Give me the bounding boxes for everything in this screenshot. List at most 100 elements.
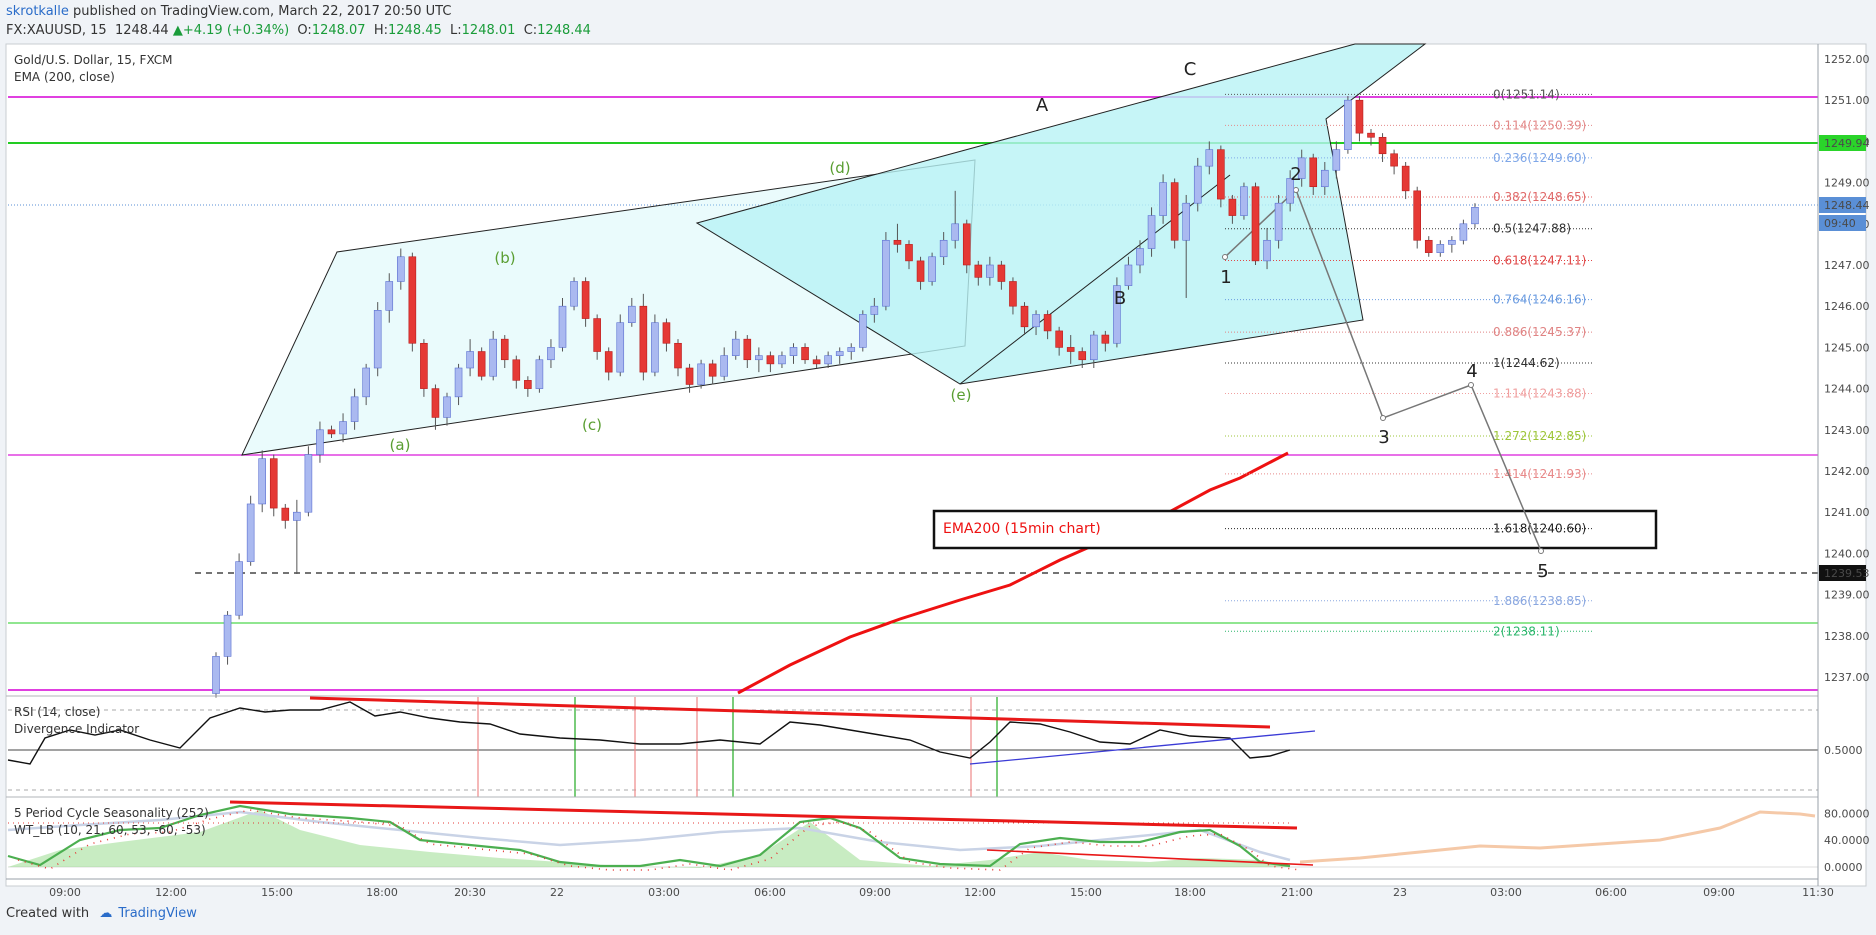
candle[interactable] xyxy=(1286,178,1294,204)
candle[interactable] xyxy=(385,281,394,311)
candle[interactable] xyxy=(1090,334,1098,361)
candle[interactable] xyxy=(1274,202,1283,241)
candle[interactable] xyxy=(408,256,417,344)
candle[interactable] xyxy=(1228,198,1237,216)
candle[interactable] xyxy=(1309,157,1318,188)
candle[interactable] xyxy=(986,264,994,278)
candle[interactable] xyxy=(893,239,902,245)
candle[interactable] xyxy=(1413,190,1421,241)
candle[interactable] xyxy=(1332,149,1341,171)
candle[interactable] xyxy=(1136,248,1144,266)
candle[interactable] xyxy=(905,244,913,262)
candle[interactable] xyxy=(1378,136,1387,155)
candle[interactable] xyxy=(1032,314,1040,328)
candle[interactable] xyxy=(651,322,659,373)
candle[interactable] xyxy=(662,322,671,344)
candle[interactable] xyxy=(1147,215,1156,249)
candle[interactable] xyxy=(1471,207,1479,225)
candle[interactable] xyxy=(327,429,336,435)
candle[interactable] xyxy=(731,338,740,356)
candle[interactable] xyxy=(547,347,555,361)
candle[interactable] xyxy=(778,355,786,365)
rsi-pane[interactable]: 0.5000 xyxy=(6,695,1863,797)
candle[interactable] xyxy=(269,458,278,509)
candle[interactable] xyxy=(1124,264,1133,286)
candle[interactable] xyxy=(870,305,879,315)
author-link[interactable]: skrotkalle xyxy=(6,4,69,19)
candle[interactable] xyxy=(1205,149,1214,167)
candle[interactable] xyxy=(858,314,867,348)
candle[interactable] xyxy=(1321,169,1329,188)
candle[interactable] xyxy=(1101,334,1110,344)
candle[interactable] xyxy=(1020,305,1029,328)
candle[interactable] xyxy=(1055,330,1063,348)
candle[interactable] xyxy=(1390,153,1398,167)
candle[interactable] xyxy=(697,363,705,385)
candle[interactable] xyxy=(1066,347,1075,352)
candle[interactable] xyxy=(616,322,625,373)
candle[interactable] xyxy=(801,347,809,361)
candle[interactable] xyxy=(1240,186,1248,216)
candle[interactable] xyxy=(1459,223,1468,241)
candle[interactable] xyxy=(951,223,960,241)
candle[interactable] xyxy=(1043,314,1052,332)
candle[interactable] xyxy=(466,351,474,369)
candle[interactable] xyxy=(431,388,440,418)
candle[interactable] xyxy=(443,396,451,418)
candle[interactable] xyxy=(627,305,636,323)
candle[interactable] xyxy=(1078,351,1087,361)
candle[interactable] xyxy=(396,256,405,282)
candle[interactable] xyxy=(246,503,255,562)
candle[interactable] xyxy=(373,310,382,369)
candle[interactable] xyxy=(824,355,832,365)
candle[interactable] xyxy=(639,305,648,373)
candle[interactable] xyxy=(223,614,232,657)
price-pane[interactable]: EMA200 (15min chart) 0(1251.14) 0.114(1250… xyxy=(8,43,1818,698)
candle[interactable] xyxy=(997,264,1006,282)
candle[interactable] xyxy=(281,507,290,521)
candle[interactable] xyxy=(316,429,324,455)
candle[interactable] xyxy=(1009,281,1017,307)
candle[interactable] xyxy=(362,367,370,398)
wt-pane[interactable]: 80.0000 40.0000 0.0000 xyxy=(6,796,1870,874)
candle[interactable] xyxy=(235,561,243,616)
candle[interactable] xyxy=(350,396,359,422)
candle[interactable] xyxy=(512,359,521,381)
chart-canvas[interactable]: EMA200 (15min chart) 0(1251.14) 0.114(1250… xyxy=(0,0,1876,905)
candle[interactable] xyxy=(500,338,509,361)
candle[interactable] xyxy=(708,363,717,377)
candle[interactable] xyxy=(743,338,752,361)
candle[interactable] xyxy=(1344,99,1352,150)
candle[interactable] xyxy=(420,342,428,389)
tradingview-brand-link[interactable]: TradingView xyxy=(118,906,197,921)
candle[interactable] xyxy=(812,359,821,365)
candle[interactable] xyxy=(1182,202,1190,241)
candle[interactable] xyxy=(1159,182,1167,216)
tradingview-logo-icon[interactable]: ☁ xyxy=(99,906,113,921)
candle[interactable] xyxy=(304,454,313,513)
candle[interactable] xyxy=(789,347,798,356)
candle[interactable] xyxy=(1424,239,1433,253)
candle[interactable] xyxy=(604,351,613,373)
candle[interactable] xyxy=(339,421,347,435)
candle[interactable] xyxy=(674,342,682,369)
candle[interactable] xyxy=(212,656,220,694)
candle[interactable] xyxy=(535,359,544,389)
candle[interactable] xyxy=(685,367,694,385)
candle[interactable] xyxy=(1170,182,1179,241)
candle[interactable] xyxy=(581,281,590,319)
candle[interactable] xyxy=(835,351,844,356)
candle[interactable] xyxy=(939,239,948,258)
candle[interactable] xyxy=(258,458,267,505)
candle[interactable] xyxy=(524,380,532,389)
candle[interactable] xyxy=(1367,132,1375,138)
candle[interactable] xyxy=(916,260,925,282)
candle[interactable] xyxy=(847,347,856,352)
candle[interactable] xyxy=(593,318,601,352)
candle[interactable] xyxy=(1217,149,1225,200)
candle[interactable] xyxy=(974,264,983,278)
candle[interactable] xyxy=(962,223,971,266)
candle[interactable] xyxy=(1251,186,1260,262)
candle[interactable] xyxy=(1193,165,1202,204)
candle[interactable] xyxy=(570,281,578,307)
